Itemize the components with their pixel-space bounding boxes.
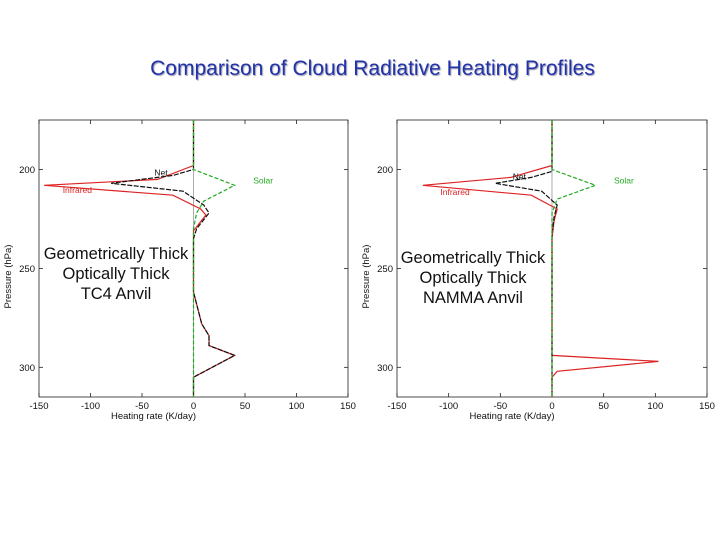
x-tick-label: -150 xyxy=(29,401,48,412)
x-tick-label: -50 xyxy=(135,401,149,412)
x-axis-label: Heating rate (K/day) xyxy=(469,411,554,422)
y-tick-label: 200 xyxy=(377,165,393,176)
x-tick-label: 100 xyxy=(289,401,305,412)
x-tick-label: 0 xyxy=(191,401,196,412)
x-axis-label: Heating rate (K/day) xyxy=(111,411,196,422)
x-tick-label: 50 xyxy=(240,401,251,412)
series-line-solar xyxy=(192,120,237,397)
chart-annotation-line: Geometrically Thick xyxy=(44,245,189,263)
series-label-net: Net xyxy=(154,167,168,177)
y-axis-label: Pressure (hPa) xyxy=(3,245,14,309)
chart-namma-anvil: -150 -100 -50 0 50 100 150 200 250 300 Heating rat… xyxy=(361,119,715,422)
x-tick-label: 0 xyxy=(549,401,554,412)
y-tick-label: 300 xyxy=(19,363,35,374)
slide-title: Comparison of Cloud Radiative Heating Pr… xyxy=(150,57,595,80)
x-tick-label: -150 xyxy=(387,401,406,412)
chart-annotation-line: Geometrically Thick xyxy=(401,249,546,267)
series-label-infrared: Infrared xyxy=(440,187,470,197)
y-tick-label: 200 xyxy=(19,165,35,176)
series-label-solar: Solar xyxy=(614,175,634,185)
chart-annotation-line: NAMMA Anvil xyxy=(423,289,523,307)
y-tick-label: 250 xyxy=(19,264,35,275)
series-label-infrared: Infrared xyxy=(63,185,93,195)
series-label-net: Net xyxy=(513,171,527,181)
series-label-solar: Solar xyxy=(253,175,273,185)
series-line-net xyxy=(111,120,237,397)
x-tick-label: 50 xyxy=(598,401,609,412)
y-tick-label: 250 xyxy=(377,264,393,275)
x-tick-label: 100 xyxy=(647,401,663,412)
x-tick-label: -100 xyxy=(439,401,458,412)
chart-tc4-anvil: -150 -100 -50 0 50 100 150 200 250 300 Heating rat… xyxy=(3,119,356,422)
chart-annotation-line: Optically Thick xyxy=(420,269,528,287)
series-line-infrared xyxy=(422,120,659,397)
chart-annotation-line: TC4 Anvil xyxy=(81,285,152,303)
x-tick-label: -50 xyxy=(493,401,507,412)
y-tick-label: 300 xyxy=(377,363,393,374)
x-tick-label: 150 xyxy=(340,401,356,412)
chart-annotation-line: Optically Thick xyxy=(63,265,171,283)
series-line-solar xyxy=(551,120,598,397)
x-tick-label: 150 xyxy=(699,401,715,412)
series-line-net xyxy=(495,120,558,397)
x-tick-label: -100 xyxy=(81,401,100,412)
y-axis-label: Pressure (hPa) xyxy=(361,245,372,309)
